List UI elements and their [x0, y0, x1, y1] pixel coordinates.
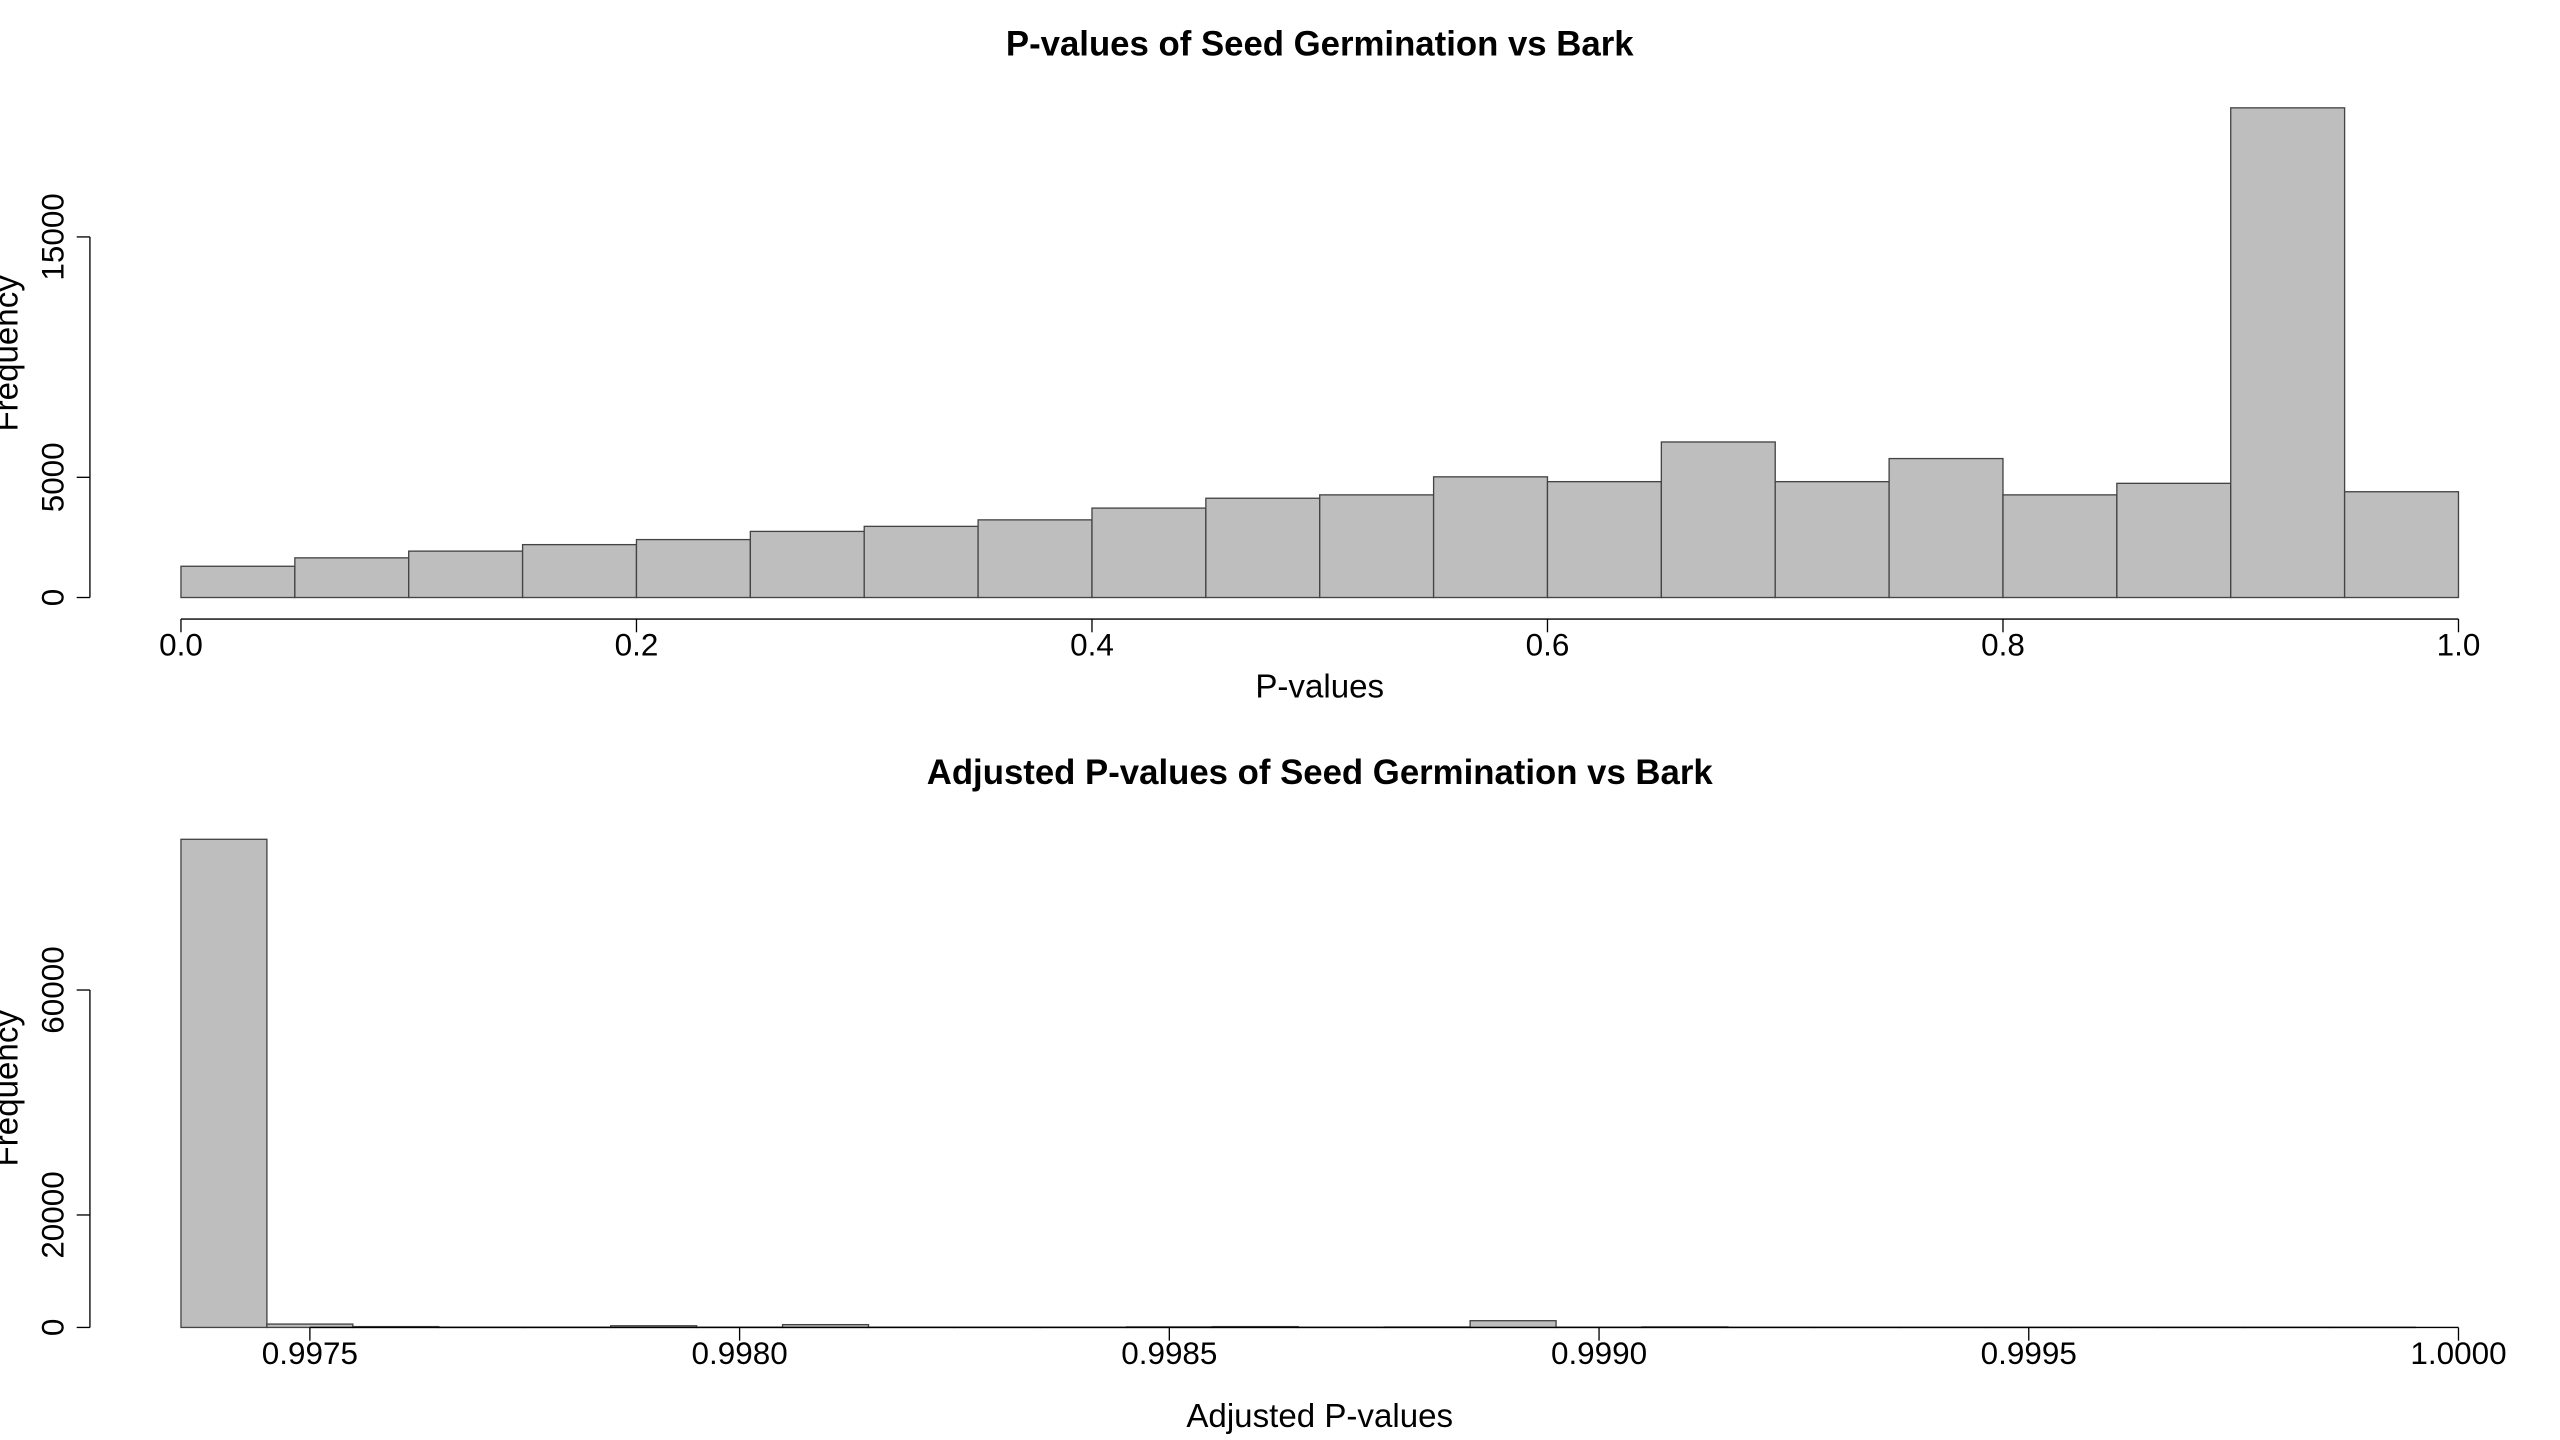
bar — [1469, 1320, 1557, 1329]
bar — [749, 530, 865, 599]
bar — [1888, 457, 2004, 599]
bar — [1660, 441, 1776, 599]
y-tick-label: 5000 — [35, 442, 70, 512]
chart-title: Adjusted P-values of Seed Germination vs… — [927, 754, 1714, 792]
bar — [1205, 497, 1321, 599]
x-tick-label: 0.0 — [159, 627, 203, 662]
x-tick-label: 0.8 — [1981, 627, 2025, 662]
y-tick-label: 60000 — [35, 946, 70, 1033]
x-tick-label: 0.9975 — [262, 1336, 358, 1371]
bar — [180, 838, 268, 1329]
bar — [1319, 494, 1435, 599]
x-tick-label: 0.9980 — [692, 1336, 788, 1371]
y-tick-label: 15000 — [35, 193, 70, 280]
y-axis-label: Frequency — [0, 1010, 26, 1167]
bar — [635, 538, 752, 599]
bar — [1091, 507, 1207, 599]
bar — [2116, 482, 2232, 599]
bar — [2002, 494, 2118, 599]
bar — [1546, 480, 1663, 599]
x-tick-label: 0.9995 — [1981, 1336, 2077, 1371]
x-axis-label: P-values — [1255, 668, 1384, 705]
bar — [863, 525, 979, 599]
x-axis-label: Adjusted P-values — [1186, 1398, 1453, 1435]
bar — [408, 550, 524, 599]
x-tick-label: 1.0 — [2437, 627, 2481, 662]
x-tick-label: 0.9985 — [1121, 1336, 1217, 1371]
bar — [2343, 491, 2460, 599]
bar — [2230, 107, 2346, 599]
x-tick-label: 1.0000 — [2410, 1336, 2506, 1371]
y-tick-label: 20000 — [35, 1171, 70, 1258]
x-tick-label: 0.2 — [615, 627, 659, 662]
chart-title: P-values of Seed Germination vs Bark — [1006, 26, 1634, 64]
bar — [521, 543, 638, 599]
y-axis-label: Frequency — [0, 275, 26, 432]
bar — [1774, 480, 1890, 599]
bar — [294, 557, 410, 599]
x-tick-label: 0.4 — [1070, 627, 1114, 662]
bar — [977, 519, 1093, 599]
y-tick-label: 0 — [35, 1319, 70, 1336]
x-tick-label: 0.6 — [1526, 627, 1570, 662]
bar — [1432, 476, 1549, 599]
x-tick-label: 0.9990 — [1551, 1336, 1647, 1371]
bar — [180, 565, 296, 599]
y-tick-label: 0 — [35, 589, 70, 606]
